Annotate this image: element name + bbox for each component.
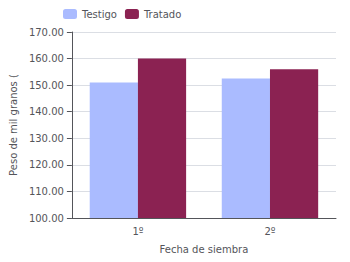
svg-text:120.00: 120.00 [29,159,64,170]
svg-text:100.00: 100.00 [29,213,64,224]
svg-text:Fecha de siembra: Fecha de siembra [160,244,249,255]
svg-text:150.00: 150.00 [29,80,64,91]
svg-text:Testigo: Testigo [81,9,117,20]
svg-text:1º: 1º [132,226,143,237]
svg-text:2º: 2º [264,226,275,237]
svg-text:130.00: 130.00 [29,133,64,144]
svg-text:110.00: 110.00 [29,186,64,197]
svg-text:140.00: 140.00 [29,106,64,117]
svg-text:170.00: 170.00 [29,27,64,38]
svg-text:Tratado: Tratado [143,9,181,20]
svg-text:160.00: 160.00 [29,53,64,64]
svg-text:Peso de mil granos (: Peso de mil granos ( [8,74,19,176]
